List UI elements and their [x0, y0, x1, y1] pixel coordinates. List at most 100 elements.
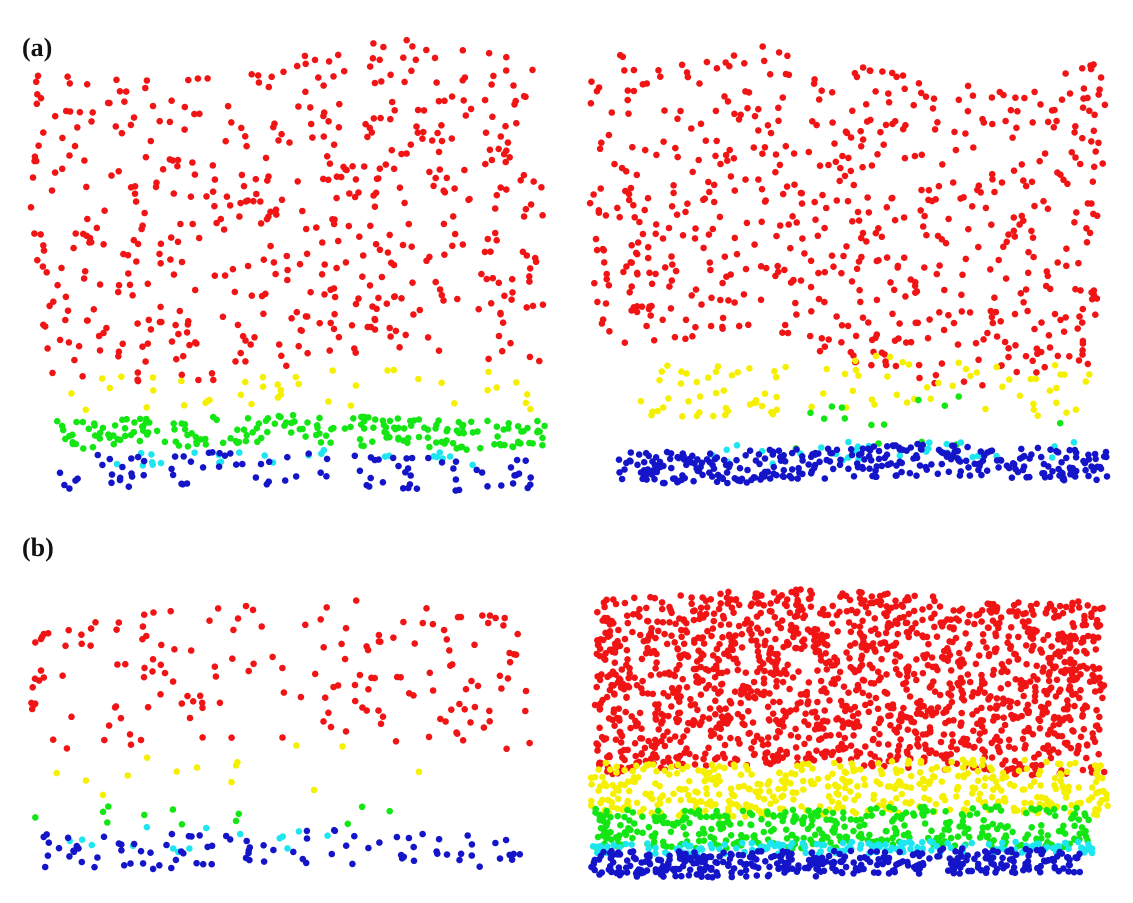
point: [653, 659, 660, 666]
point: [29, 684, 36, 691]
point: [805, 148, 813, 156]
point: [982, 775, 989, 782]
point: [840, 683, 848, 690]
point: [1065, 861, 1073, 869]
point: [792, 591, 800, 598]
point: [435, 417, 442, 424]
point: [408, 454, 416, 462]
point: [606, 766, 614, 773]
point: [853, 265, 861, 273]
point: [454, 295, 461, 303]
point: [990, 666, 998, 674]
point: [193, 859, 200, 867]
point: [130, 840, 138, 848]
point: [723, 668, 731, 675]
point: [118, 373, 125, 381]
point: [737, 820, 744, 827]
point: [320, 109, 328, 116]
point: [186, 714, 194, 722]
point: [722, 404, 730, 412]
point: [884, 741, 892, 748]
point: [40, 833, 47, 841]
point: [270, 259, 278, 266]
point: [755, 105, 762, 113]
point: [1008, 474, 1016, 482]
point: [588, 781, 595, 788]
point: [619, 53, 627, 61]
point: [252, 474, 260, 481]
point: [630, 87, 638, 95]
point: [1068, 671, 1076, 678]
point: [280, 689, 288, 696]
point: [625, 190, 633, 198]
point: [144, 280, 152, 288]
point: [1041, 363, 1048, 371]
point: [692, 788, 699, 795]
point: [859, 163, 866, 171]
point: [638, 303, 646, 311]
point: [857, 655, 865, 663]
point: [867, 806, 874, 813]
point: [752, 457, 760, 464]
point: [119, 340, 126, 348]
point: [638, 655, 646, 663]
point: [627, 724, 634, 732]
point: [435, 148, 443, 156]
point: [237, 349, 244, 357]
point: [975, 652, 983, 659]
point: [780, 452, 787, 459]
point: [1067, 471, 1074, 478]
point: [728, 638, 735, 645]
point: [824, 774, 832, 781]
point: [900, 254, 908, 261]
point: [780, 643, 787, 651]
point: [857, 127, 864, 135]
point: [372, 240, 380, 248]
point: [1031, 88, 1038, 96]
point: [741, 620, 749, 627]
point: [1047, 446, 1054, 454]
point: [759, 150, 766, 157]
point: [1024, 709, 1032, 717]
point: [89, 109, 96, 116]
point: [65, 626, 72, 634]
point: [617, 821, 624, 829]
point: [845, 154, 852, 162]
point: [707, 833, 714, 841]
point: [938, 623, 946, 630]
point: [772, 168, 779, 176]
point: [1021, 756, 1028, 764]
point: [149, 102, 157, 110]
point: [611, 160, 618, 168]
point: [883, 204, 891, 211]
point: [1091, 688, 1099, 695]
point: [401, 78, 408, 86]
point: [471, 703, 479, 711]
point: [1018, 712, 1025, 720]
point: [677, 796, 685, 804]
point: [1026, 455, 1033, 462]
point: [815, 269, 822, 277]
point: [127, 860, 134, 867]
point: [824, 445, 832, 453]
point: [28, 705, 36, 713]
point: [836, 177, 843, 185]
point: [141, 664, 148, 672]
point: [410, 857, 418, 865]
point: [295, 342, 303, 350]
point: [1077, 733, 1085, 741]
point: [501, 614, 509, 622]
point: [946, 624, 954, 631]
point: [85, 425, 93, 433]
point: [1095, 806, 1102, 813]
point: [478, 270, 485, 278]
point: [106, 455, 114, 463]
point: [1047, 726, 1054, 734]
point: [100, 241, 107, 248]
point: [871, 725, 878, 733]
point: [1066, 353, 1073, 360]
point: [375, 294, 382, 302]
point: [730, 155, 738, 162]
point: [1031, 692, 1039, 700]
point: [387, 333, 394, 340]
